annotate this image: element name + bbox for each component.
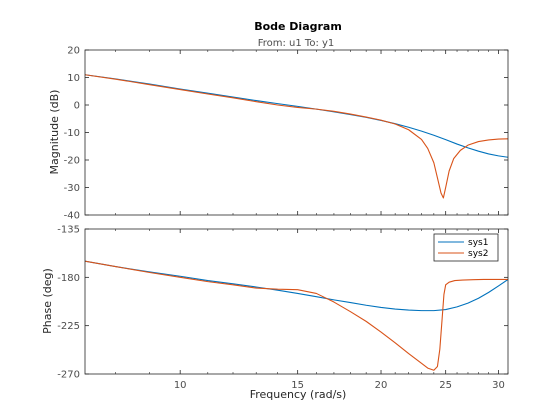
phase-y-tick-label: -225: [57, 321, 80, 332]
phase-y-tick-label: -180: [57, 273, 80, 284]
phase-axes-box: [84, 228, 509, 375]
magnitude-y-tick-label: -10: [64, 128, 80, 139]
legend-box: [433, 233, 499, 262]
x-tick-label: 15: [291, 380, 304, 391]
magnitude-y-tick-label: -20: [64, 156, 80, 167]
legend-label-sys2: sys2: [468, 249, 488, 259]
x-tick-label: 30: [492, 380, 505, 391]
magnitude-y-tick-label: 0: [74, 101, 80, 112]
phase-series-sys1: [85, 260, 508, 312]
x-tick-label: 25: [439, 380, 452, 391]
x-tick-label: 10: [174, 380, 187, 391]
magnitude-y-tick-label: -40: [64, 211, 80, 222]
magnitude-y-tick-label: 10: [67, 73, 80, 84]
magnitude-ylabel: Magnitude (dB): [48, 90, 61, 175]
x-tick-label: 20: [375, 380, 388, 391]
x-axis-label: Frequency (rad/s): [250, 388, 347, 401]
phase-ylabel: Phase (deg): [41, 268, 54, 334]
chart-subtitle: From: u1 To: y1: [258, 38, 335, 49]
magnitude-y-tick-label: 20: [67, 46, 80, 57]
phase-panel: -135 -180 -225 -270 Phase (deg): [41, 225, 509, 381]
phase-y-tick-label: -270: [57, 370, 80, 381]
phase-series-sys2: [85, 260, 508, 371]
chart-title: Bode Diagram: [254, 20, 342, 33]
legend-label-sys1: sys1: [468, 238, 488, 248]
phase-y-tick-label: -135: [57, 225, 80, 236]
magnitude-y-tick-label: -30: [64, 183, 80, 194]
magnitude-axes-box: [84, 49, 509, 216]
magnitude-plot-area: [85, 50, 508, 215]
magnitude-series-sys2: [85, 74, 508, 199]
x-axis-ticks: 10 15 20 25 30: [174, 380, 505, 391]
magnitude-panel: 20 10 0 -10 -20 -30 -40 Magnitude (dB): [48, 46, 509, 222]
